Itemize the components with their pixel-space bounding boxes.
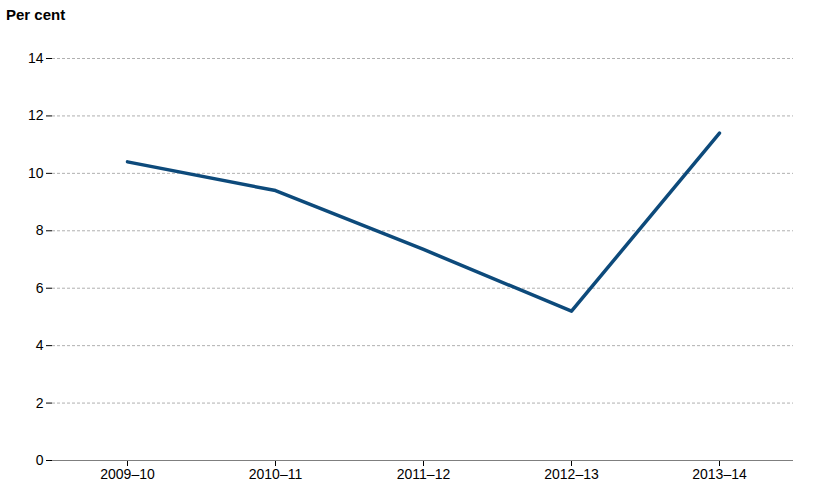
svg-text:8: 8	[36, 222, 44, 238]
svg-text:2013–14: 2013–14	[692, 466, 747, 482]
html-text:Per cent: Per cent	[6, 6, 66, 23]
svg-text:4: 4	[36, 337, 44, 353]
svg-text:6: 6	[36, 280, 44, 296]
svg-text:10: 10	[28, 165, 44, 181]
svg-text:12: 12	[28, 107, 44, 123]
svg-text:2011–12: 2011–12	[397, 466, 451, 482]
svg-text:14: 14	[28, 50, 44, 66]
svg-text:0: 0	[36, 452, 44, 468]
svg-text:2012–13: 2012–13	[544, 466, 599, 482]
svg-text:2010–11: 2010–11	[249, 466, 303, 482]
svg-text:2009–10: 2009–10	[100, 466, 155, 482]
svg-text:2: 2	[36, 395, 44, 411]
